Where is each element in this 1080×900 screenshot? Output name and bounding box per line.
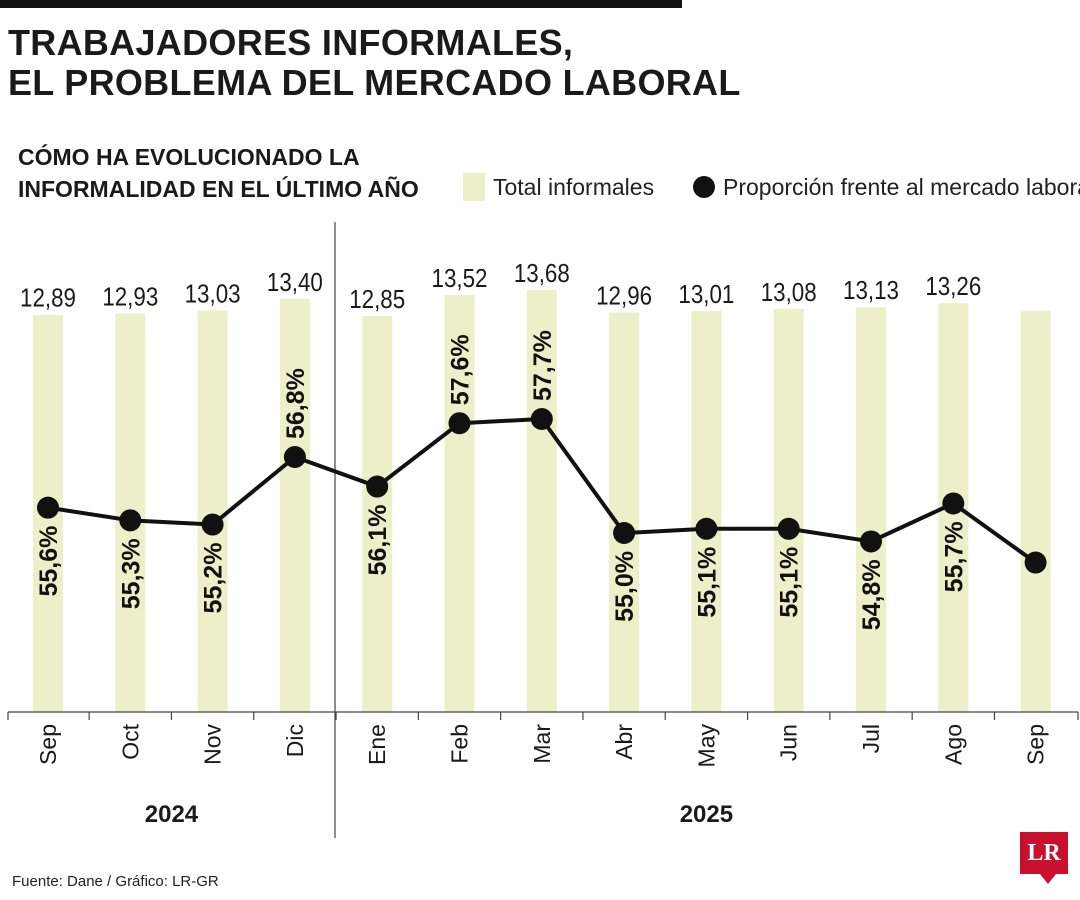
proportion-point-0 [37,496,59,519]
chart-title-line-1: CÓMO HA EVOLUCIONADO LA [18,144,360,170]
percent-label-10: 54,8% [858,559,886,630]
bar-value-label-2: 13,03 [185,280,241,309]
bar-value-label-4: 12,85 [349,285,405,314]
x-tick-label-0: Sep [35,724,61,765]
percent-label-2: 55,2% [200,543,228,614]
bar-value-label-7: 12,96 [596,282,652,311]
proportion-point-5 [448,412,471,435]
percent-label-7: 55,0% [611,551,639,622]
percent-label-1: 55,3% [117,538,145,609]
bar-value-label-10: 13,13 [843,277,899,306]
proportion-point-4 [366,475,389,498]
legend-item-total-informales: Total informales [463,172,654,202]
bar-5 [444,295,475,712]
page-title-line-2: EL PROBLEMA DEL MERCADO LABORAL [8,62,741,103]
bar-2 [197,310,228,712]
proportion-point-9 [777,517,800,540]
logo-tail [1040,874,1056,884]
page-title-line-1: TRABAJADORES INFORMALES, [8,22,574,63]
legend-bar-swatch [463,173,485,201]
bars-layer [33,290,1051,712]
legend-item-proporcion: Proporción frente al mercado laboral [693,172,1080,202]
bar-value-label-1: 12,93 [102,283,158,312]
lr-logo: LR [1020,832,1068,874]
bar-12 [1020,310,1051,712]
bar-value-label-3: 13,40 [267,268,323,297]
bar-4 [362,316,393,712]
legend-label-line: Proporción frente al mercado laboral [723,173,1080,200]
percent-label-6: 57,7% [529,330,557,401]
logo-text: LR [1027,839,1061,866]
top-rule [0,0,682,8]
percent-label-8: 55,1% [693,547,721,618]
legend-dot-swatch [693,176,715,198]
percent-label-5: 57,6% [447,334,475,405]
bar-3 [279,298,310,712]
x-tick-label-11: Ago [940,724,966,765]
bar-value-label-11: 13,26 [925,273,981,302]
x-tick-label-3: Dic [282,724,308,757]
year-label-2024: 2024 [145,801,199,828]
labels-layer: 12,89 12,93 13,03 13,40 12,85 13,52 13,68 12,96… [20,259,1049,828]
bar-6 [526,290,557,712]
percent-label-3: 56,8% [282,368,310,439]
percent-label-11: 55,7% [940,521,968,592]
bar-10 [856,307,886,712]
x-tick-label-4: Ene [364,724,390,765]
proportion-point-2 [201,513,224,536]
bar-value-label-6: 13,68 [514,259,570,288]
percent-label-4: 56,1% [364,505,392,576]
x-tick-label-10: Jul [858,724,884,753]
bar-9 [773,308,804,712]
bar-value-label-0: 12,89 [20,284,76,313]
x-tick-label-8: May [693,724,719,768]
percent-label-0: 55,6% [35,526,63,597]
ticks-layer [7,712,1079,720]
year-label-2025: 2025 [680,801,733,828]
proportion-point-6 [530,408,553,430]
bar-8 [691,310,722,712]
proportion-point-3 [283,446,306,468]
proportion-point-12 [1024,551,1047,574]
proportion-point-1 [119,509,142,532]
x-tick-label-12: Sep [1023,724,1049,765]
bar-value-label-9: 13,08 [761,278,817,307]
line-layer [37,408,1047,574]
percent-label-9: 55,1% [776,547,804,618]
source-note: Fuente: Dane / Gráfico: LR-GR [12,873,219,890]
x-tick-label-7: Abr [611,724,637,760]
x-tick-label-5: Feb [447,724,473,764]
proportion-point-8 [695,517,718,540]
proportion-point-7 [613,522,636,544]
proportion-point-11 [942,492,965,515]
bar-value-label-5: 13,52 [432,264,488,293]
bar-7 [609,312,640,712]
x-tick-label-1: Oct [117,723,143,759]
chart-title-line-2: INFORMALIDAD EN EL ÚLTIMO AÑO [18,176,419,202]
x-tick-label-9: Jun [776,724,802,761]
x-tick-label-6: Mar [529,724,555,764]
x-tick-label-2: Nov [200,724,226,765]
legend-label-bars: Total informales [493,173,655,200]
bar-value-label-8: 13,01 [678,280,734,309]
proportion-point-10 [860,530,882,553]
